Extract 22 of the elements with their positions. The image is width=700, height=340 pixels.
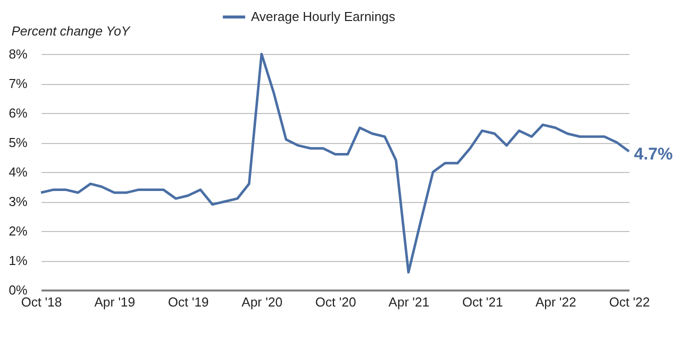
x-tick-label: Apr '19 [94, 294, 136, 310]
legend-label: Average Hourly Earnings [251, 9, 396, 24]
y-tick-label: 8% [8, 46, 28, 62]
y-tick-label: 2% [8, 224, 28, 238]
y-tick-label: 6% [8, 106, 28, 120]
y-tick-label: 7% [8, 76, 28, 91]
x-tick-label: Apr '22 [535, 294, 576, 310]
x-tick-label: Oct '22 [609, 294, 650, 310]
y-tick-label: 0% [8, 282, 28, 298]
x-tick-label: Oct '18 [21, 294, 62, 310]
line-series [40, 52, 630, 274]
x-tick-label: Apr '20 [242, 294, 282, 310]
y-tick-label: 3% [8, 194, 28, 209]
y-tick-label: 5% [8, 135, 28, 150]
y-tick-label: 4% [8, 164, 28, 180]
x-tick-label: Oct '21 [462, 294, 503, 310]
x-tick-label: Oct '20 [315, 294, 356, 310]
y-axis-title: Percent change YoY [12, 24, 132, 38]
x-tick-label: Apr '21 [388, 294, 430, 310]
x-tick-label: Oct '19 [168, 294, 209, 310]
annotation: 4.7% [634, 144, 673, 164]
y-tick-label: 1% [8, 253, 28, 268]
